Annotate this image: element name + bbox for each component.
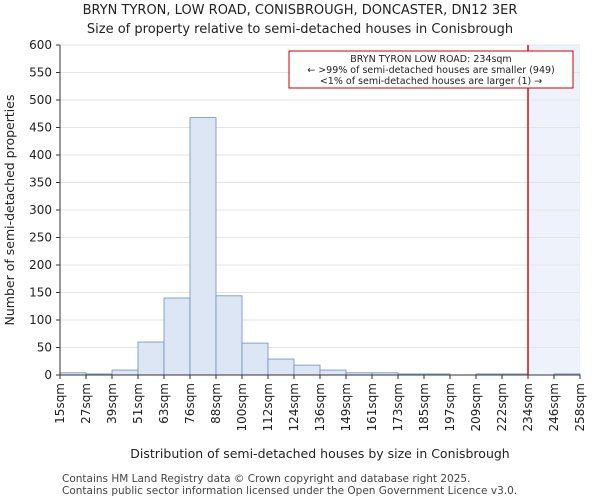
x-tick-label: 100sqm <box>235 383 249 431</box>
x-tick-label: 161sqm <box>365 383 379 431</box>
y-tick-label: 250 <box>29 231 52 245</box>
y-tick-label: 450 <box>29 121 52 135</box>
y-tick-label: 150 <box>29 286 52 300</box>
histogram-bar <box>215 295 243 376</box>
y-tick-label: 0 <box>44 368 52 382</box>
x-tick-label: 136sqm <box>313 383 327 431</box>
histogram-bar <box>319 369 347 376</box>
x-tick-label: 173sqm <box>391 383 405 431</box>
histogram-bar <box>241 342 269 376</box>
x-tick-label: 39sqm <box>105 383 119 424</box>
x-tick-label: 27sqm <box>79 383 93 424</box>
y-tick-label: 200 <box>29 258 52 272</box>
histogram-bar <box>293 364 321 376</box>
annotation-line: <1% of semi-detached houses are larger (… <box>320 76 542 87</box>
x-tick-label: 63sqm <box>157 383 171 424</box>
x-tick-label: 76sqm <box>183 383 197 424</box>
annotation-line: BRYN TYRON LOW ROAD: 234sqm <box>350 54 511 65</box>
y-tick-label: 400 <box>29 148 52 162</box>
annotation-box <box>288 50 574 89</box>
y-tick-label: 100 <box>29 313 52 327</box>
x-tick-label: 246sqm <box>547 383 561 431</box>
x-tick-label: 234sqm <box>521 383 535 431</box>
histogram-bar <box>137 341 165 376</box>
x-tick-label: 149sqm <box>339 383 353 431</box>
chart-title: BRYN TYRON, LOW ROAD, CONISBROUGH, DONCA… <box>82 3 518 18</box>
histogram-bar <box>111 369 139 376</box>
chart-subtitle: Size of property relative to semi-detach… <box>86 22 514 37</box>
x-tick-label: 88sqm <box>209 383 223 424</box>
x-tick-label: 185sqm <box>417 383 431 431</box>
x-tick-label: 124sqm <box>287 383 301 431</box>
y-tick-label: 350 <box>29 176 52 190</box>
x-tick-label: 222sqm <box>495 383 509 431</box>
histogram-bar <box>267 358 295 376</box>
y-tick-label: 600 <box>29 38 52 52</box>
footer-licence: Contains public sector information licen… <box>62 485 518 497</box>
histogram-bar <box>189 117 217 376</box>
y-tick-label: 300 <box>29 203 52 217</box>
y-tick-label: 50 <box>37 341 52 355</box>
y-axis-label: Number of semi-detached properties <box>2 95 17 326</box>
x-axis-label: Distribution of semi-detached houses by … <box>130 446 509 461</box>
x-tick-label: 51sqm <box>131 383 145 424</box>
y-tick-label: 500 <box>29 93 52 107</box>
y-tick-label: 550 <box>29 66 52 80</box>
x-tick-label: 15sqm <box>53 383 67 424</box>
x-tick-label: 197sqm <box>443 383 457 431</box>
annotation-line: ← >99% of semi-detached houses are small… <box>307 65 555 76</box>
footer-copyright: Contains HM Land Registry data © Crown c… <box>62 473 471 485</box>
histogram-bar <box>163 297 191 376</box>
x-tick-label: 209sqm <box>469 383 483 431</box>
x-tick-label: 258sqm <box>573 383 587 431</box>
x-tick-label: 112sqm <box>261 383 275 431</box>
